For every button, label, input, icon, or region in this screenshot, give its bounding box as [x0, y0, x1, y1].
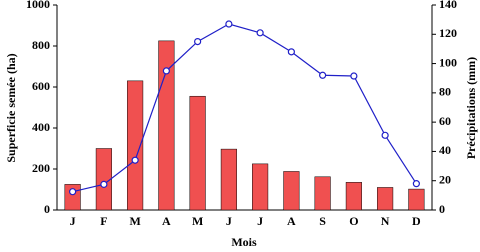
x-tick-label: J — [257, 214, 263, 228]
bar — [220, 148, 237, 211]
line-point — [319, 71, 327, 79]
bar — [408, 188, 425, 211]
line — [72, 23, 417, 193]
line-point — [131, 156, 139, 164]
bar — [95, 148, 112, 211]
y-tick-label: 600 — [32, 79, 50, 93]
y2-tick-label: 60 — [439, 114, 451, 128]
y-tick-label: 200 — [32, 161, 50, 175]
line-point — [350, 72, 358, 80]
line-point — [194, 38, 202, 46]
y2-tick-label: 0 — [439, 202, 445, 216]
bar — [189, 95, 206, 211]
bar — [252, 163, 269, 211]
line-point — [162, 67, 170, 75]
y2-axis-label: Précipitations (mm) — [464, 57, 478, 159]
line-point — [381, 131, 389, 139]
y-axis-label: Superficie semée (ha) — [4, 53, 18, 162]
y2-tick-label: 100 — [439, 55, 457, 69]
line-point — [287, 48, 295, 56]
line-point — [69, 188, 77, 196]
bar — [127, 80, 144, 211]
bar — [345, 182, 362, 211]
y2-tick-label: 140 — [439, 0, 457, 11]
x-tick-label: A — [162, 214, 171, 228]
x-axis-label: Mois — [231, 235, 257, 249]
y-tick-label: 1000 — [26, 0, 50, 11]
x-tick-label: J — [226, 214, 232, 228]
line-point — [100, 180, 108, 188]
line-point — [412, 180, 420, 188]
line-point — [225, 20, 233, 28]
y2-tick-label: 120 — [439, 26, 457, 40]
bar — [283, 171, 300, 211]
x-tick-label: O — [349, 214, 358, 228]
bar — [314, 176, 331, 211]
line-point — [256, 29, 264, 37]
x-tick-label: M — [129, 214, 140, 228]
y-tick-label: 800 — [32, 38, 50, 52]
x-tick-label: S — [319, 214, 326, 228]
x-tick-label: J — [70, 214, 76, 228]
y-tick-label: 0 — [44, 202, 50, 216]
y2-tick-label: 40 — [439, 143, 451, 157]
x-tick-label: N — [381, 214, 390, 228]
x-tick-label: F — [100, 214, 107, 228]
y-tick-label: 400 — [32, 120, 50, 134]
x-tick-label: M — [192, 214, 203, 228]
x-tick-label: A — [287, 214, 296, 228]
x-tick-label: D — [412, 214, 421, 228]
y2-tick-label: 80 — [439, 85, 451, 99]
bar — [377, 187, 394, 211]
y2-tick-label: 20 — [439, 172, 451, 186]
